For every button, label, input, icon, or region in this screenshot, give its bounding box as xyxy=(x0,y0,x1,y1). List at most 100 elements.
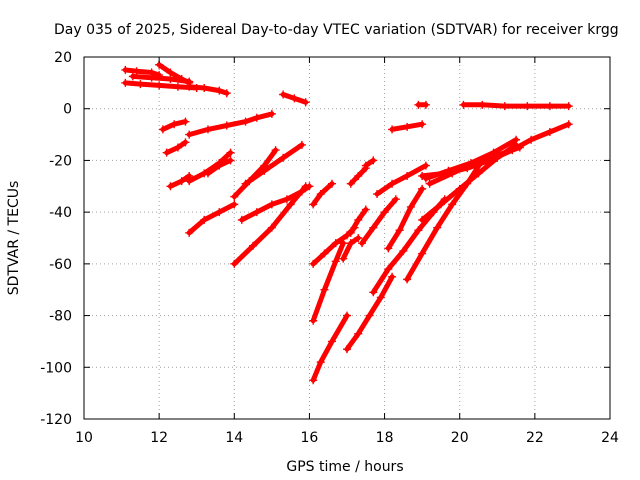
series-arc-15 xyxy=(241,140,306,188)
data-point xyxy=(260,166,269,175)
data-point xyxy=(399,246,408,255)
data-point xyxy=(222,89,231,98)
data-point xyxy=(384,265,393,274)
data-point xyxy=(500,102,509,111)
series-arc-35 xyxy=(459,100,573,111)
data-point xyxy=(369,223,378,232)
data-point xyxy=(331,239,340,248)
series-arc-13 xyxy=(185,200,239,237)
data-point xyxy=(564,102,573,111)
data-point xyxy=(320,285,329,294)
data-point xyxy=(376,293,385,302)
data-point xyxy=(545,127,554,136)
axis-layer: 10 12 14 16 18 20 22 24 -120 -100 -80 -60 -40 -20 0 20 xyxy=(40,50,619,446)
data-point xyxy=(200,84,209,93)
series-arc-27 xyxy=(384,184,427,253)
data-point xyxy=(297,140,306,149)
data-point xyxy=(185,228,194,237)
y-tick-label: -100 xyxy=(40,360,72,376)
data-point xyxy=(448,169,457,178)
data-point xyxy=(369,288,378,297)
data-point xyxy=(301,98,310,107)
data-point xyxy=(309,316,318,325)
data-point xyxy=(215,161,224,170)
data-point xyxy=(222,121,231,130)
data-point xyxy=(162,148,171,157)
data-point xyxy=(267,223,276,232)
data-point xyxy=(388,125,397,134)
data-point xyxy=(545,102,554,111)
data-point xyxy=(365,311,374,320)
series-arc-25 xyxy=(358,195,400,248)
data-point xyxy=(279,153,288,162)
data-point xyxy=(230,192,239,201)
data-point xyxy=(181,138,190,147)
series-trace xyxy=(310,313,350,383)
data-point xyxy=(478,100,487,109)
data-point xyxy=(177,177,186,186)
data-point xyxy=(470,159,479,168)
data-point xyxy=(361,161,370,170)
data-point xyxy=(177,74,186,83)
y-tick-label: 20 xyxy=(54,50,72,66)
data-point xyxy=(354,215,363,224)
data-point xyxy=(403,122,412,131)
data-point xyxy=(271,146,280,155)
data-point xyxy=(421,100,430,109)
data-point xyxy=(354,329,363,338)
data-point xyxy=(421,161,430,170)
data-point xyxy=(252,208,261,217)
data-point xyxy=(395,226,404,235)
series-arc-08 xyxy=(185,109,276,139)
data-point xyxy=(388,272,397,281)
series-trace xyxy=(363,157,376,169)
data-point xyxy=(380,208,389,217)
data-point xyxy=(316,358,325,367)
data-point xyxy=(237,215,246,224)
data-point xyxy=(267,109,276,118)
series-arc-31 xyxy=(346,164,370,188)
data-point xyxy=(158,125,167,134)
data-point xyxy=(203,125,212,134)
data-point xyxy=(249,241,258,250)
data-point xyxy=(185,177,194,186)
series-arc-07 xyxy=(158,117,190,134)
series-trace xyxy=(359,196,399,246)
data-point xyxy=(455,184,464,193)
data-point xyxy=(512,135,521,144)
series-arc-33 xyxy=(388,120,427,134)
series-arc-23 xyxy=(343,272,397,354)
series-trace xyxy=(385,186,425,251)
y-axis-label: SDTVAR / TECUs xyxy=(6,181,22,296)
y-tick-label: -80 xyxy=(49,309,72,325)
x-tick-label: 24 xyxy=(601,430,619,446)
series-arc-18 xyxy=(309,239,348,325)
series-arc-32 xyxy=(361,156,378,170)
data-point xyxy=(267,200,276,209)
data-point xyxy=(527,135,536,144)
series-arc-20 xyxy=(309,311,351,385)
x-axis-label: GPS time / hours xyxy=(286,459,403,475)
data-point xyxy=(406,202,415,211)
data-point xyxy=(282,195,291,204)
data-point xyxy=(346,179,355,188)
x-tick-label: 16 xyxy=(301,430,319,446)
y-tick-label: -60 xyxy=(49,257,72,273)
data-point xyxy=(301,182,310,191)
data-point xyxy=(286,200,295,209)
data-point xyxy=(414,226,423,235)
data-point xyxy=(215,86,224,95)
x-tick-label: 14 xyxy=(225,430,243,446)
data-point xyxy=(309,259,318,268)
data-point xyxy=(346,228,355,237)
data-point xyxy=(414,100,423,109)
data-point xyxy=(388,179,397,188)
series-arc-34 xyxy=(414,100,430,109)
data-point xyxy=(373,190,382,199)
data-point xyxy=(433,223,442,232)
data-point xyxy=(200,215,209,224)
x-tick-label: 22 xyxy=(526,430,544,446)
